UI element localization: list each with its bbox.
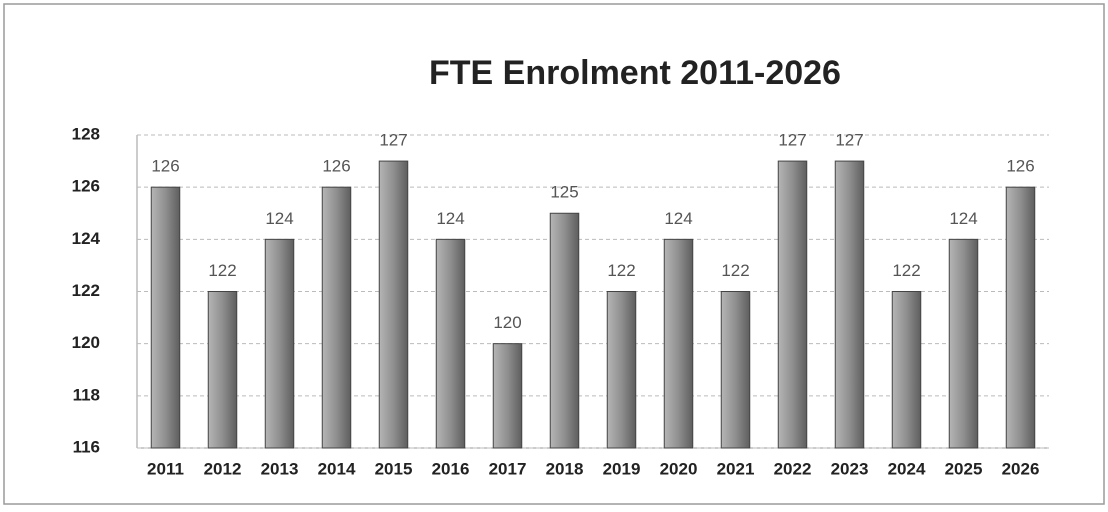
x-tick-label: 2025 [945,459,983,478]
x-tick-label: 2026 [1002,459,1040,478]
y-tick-label: 122 [72,281,100,300]
data-label: 124 [265,209,293,228]
bar [1005,186,1036,449]
data-label: 122 [607,261,635,280]
x-tick-label: 2020 [660,459,698,478]
data-label: 122 [208,261,236,280]
data-label: 126 [322,157,350,176]
bar [492,343,523,449]
x-tick-label: 2013 [261,459,299,478]
x-tick-label: 2021 [717,459,755,478]
y-tick-label: 128 [72,124,100,143]
x-tick-label: 2015 [375,459,413,478]
data-label: 127 [778,131,806,150]
y-tick-label: 120 [72,333,100,352]
data-label: 122 [892,261,920,280]
data-label: 127 [379,131,407,150]
x-tick-label: 2011 [147,459,184,478]
bar [321,186,352,449]
x-tick-label: 2017 [489,459,527,478]
x-tick-label: 2018 [546,459,584,478]
y-tick-label: 126 [72,177,100,196]
x-tick-label: 2014 [318,459,356,478]
bar [948,238,979,449]
bar [207,291,238,449]
data-label: 127 [835,131,863,150]
x-tick-label: 2022 [774,459,812,478]
bar [435,238,466,449]
y-tick-label: 124 [72,229,101,248]
bar [891,291,922,449]
y-tick-label: 116 [73,437,100,456]
data-label: 124 [436,209,464,228]
bar [549,212,580,449]
x-tick-label: 2012 [204,459,242,478]
data-label: 120 [493,313,521,332]
data-label: 126 [151,157,179,176]
x-tick-label: 2024 [888,459,926,478]
x-tick-label: 2023 [831,459,869,478]
data-label: 122 [721,261,749,280]
bar [150,186,181,449]
data-label: 126 [1006,157,1034,176]
x-tick-label: 2019 [603,459,641,478]
data-label: 124 [949,209,977,228]
x-tick-label: 2016 [432,459,470,478]
bar [606,291,637,449]
bar [777,160,808,449]
bar [834,160,865,449]
chart-title: FTE Enrolment 2011-2026 [429,54,841,92]
bar [264,238,295,449]
data-label: 124 [664,209,692,228]
bar [663,238,694,449]
bar [720,291,751,449]
y-tick-label: 118 [73,385,100,404]
bar [378,160,409,449]
data-label: 125 [550,183,578,202]
